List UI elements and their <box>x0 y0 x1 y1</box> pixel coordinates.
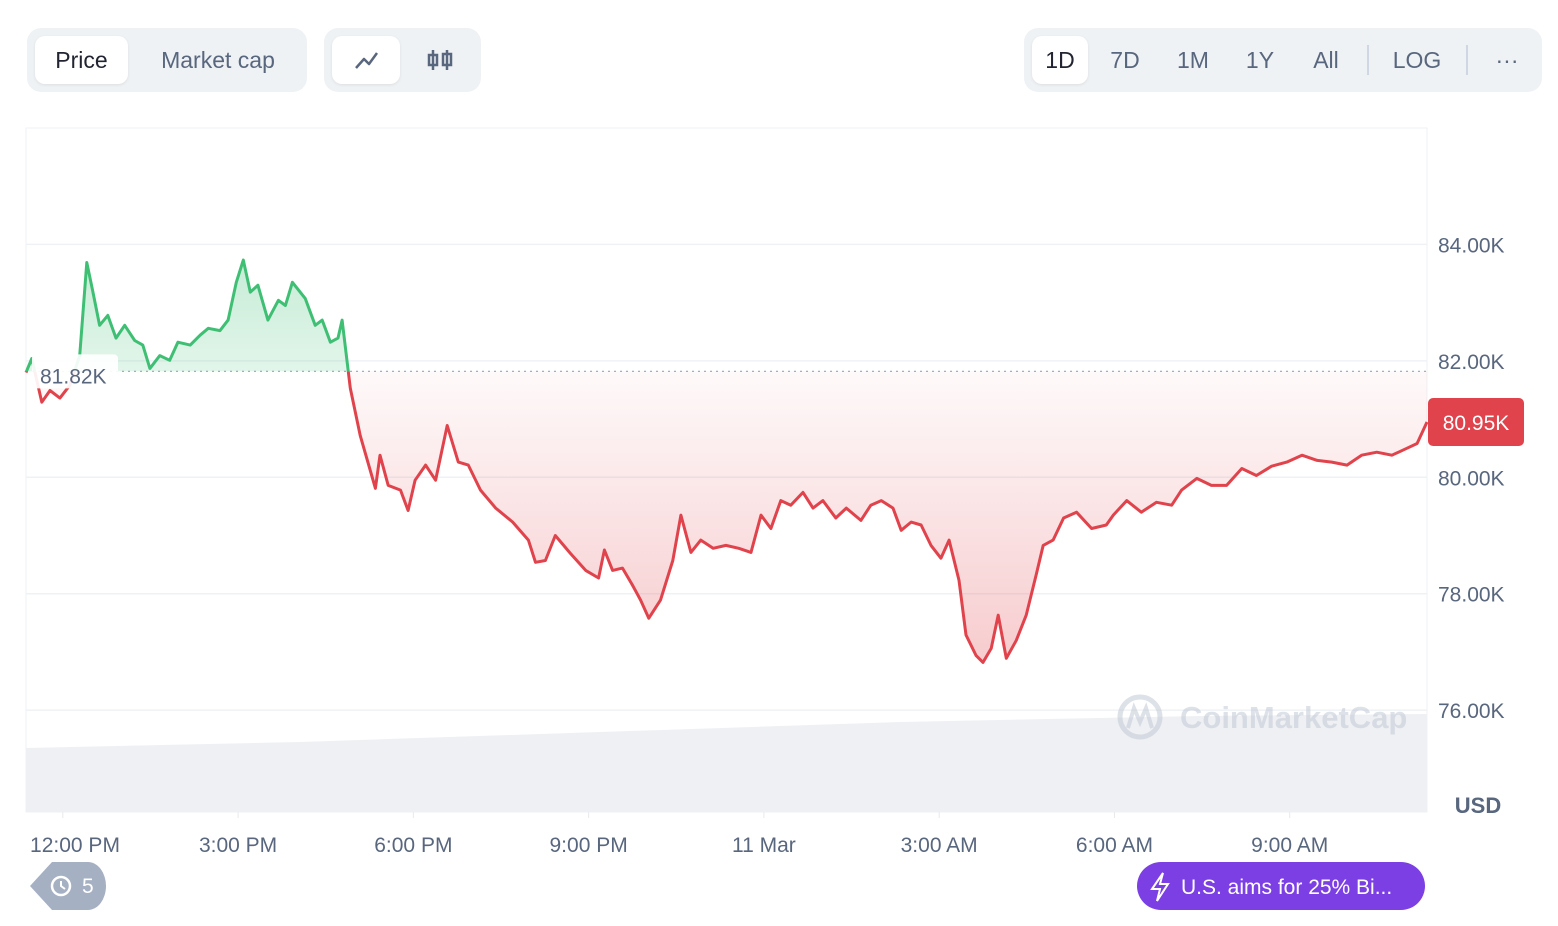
y-tick-label: 76.00K <box>1438 700 1505 723</box>
candle-icon <box>427 50 453 70</box>
reference-label: 81.82K <box>40 365 107 388</box>
watermark: CoinMarketCap <box>1117 694 1407 740</box>
x-tick-label: 12:00 PM <box>30 834 120 857</box>
tab-price[interactable]: Price <box>35 36 128 84</box>
x-tick-label: 6:00 PM <box>374 834 452 857</box>
x-tick-label: 11 Mar <box>732 834 796 857</box>
news-pill[interactable]: U.S. aims for 25% Bi... <box>1137 862 1425 910</box>
price-line-down <box>24 371 1429 664</box>
x-tick-label: 3:00 PM <box>199 834 277 857</box>
more-button[interactable]: ··· <box>1495 47 1519 73</box>
range-group <box>1024 28 1542 92</box>
log-toggle[interactable]: LOG <box>1392 47 1442 73</box>
line-chart-button[interactable] <box>332 36 400 84</box>
last-price-label: 80.95K <box>1443 412 1510 435</box>
separator <box>1466 45 1468 75</box>
badge-shape <box>30 862 106 910</box>
range-7d[interactable]: 7D <box>1110 47 1140 73</box>
range-1y[interactable]: 1Y <box>1245 47 1275 73</box>
currency-label: USD <box>1455 793 1501 818</box>
history-badge[interactable]: 5 <box>30 862 106 910</box>
y-tick-label: 80.00K <box>1438 467 1505 490</box>
volume-backdrop <box>26 714 1427 812</box>
x-tick-label: 6:00 AM <box>1076 834 1153 857</box>
watermark-text: CoinMarketCap <box>1180 700 1407 735</box>
x-tick-label: 9:00 PM <box>550 834 628 857</box>
news-background <box>1137 862 1425 910</box>
last-price-box <box>1428 397 1524 446</box>
range-1m[interactable]: 1M <box>1177 47 1209 73</box>
price-line-up <box>24 258 350 372</box>
x-tick-label: 3:00 AM <box>901 834 978 857</box>
candle-chart-button[interactable] <box>408 36 472 84</box>
x-tick-label: 9:00 AM <box>1251 834 1328 857</box>
range-all[interactable]: All <box>1313 47 1339 73</box>
area-down <box>26 371 1427 663</box>
range-1d[interactable]: 1D <box>1032 36 1088 84</box>
y-tick-label: 82.00K <box>1438 351 1505 374</box>
history-count: 5 <box>82 875 94 898</box>
y-tick-label: 84.00K <box>1438 234 1505 257</box>
y-tick-label: 78.00K <box>1438 584 1505 607</box>
line-icon <box>355 52 379 69</box>
reference-label-box <box>32 354 118 389</box>
separator <box>1367 45 1369 75</box>
tab-market-cap[interactable]: Market cap <box>161 47 275 73</box>
news-text: U.S. aims for 25% Bi... <box>1181 876 1392 899</box>
